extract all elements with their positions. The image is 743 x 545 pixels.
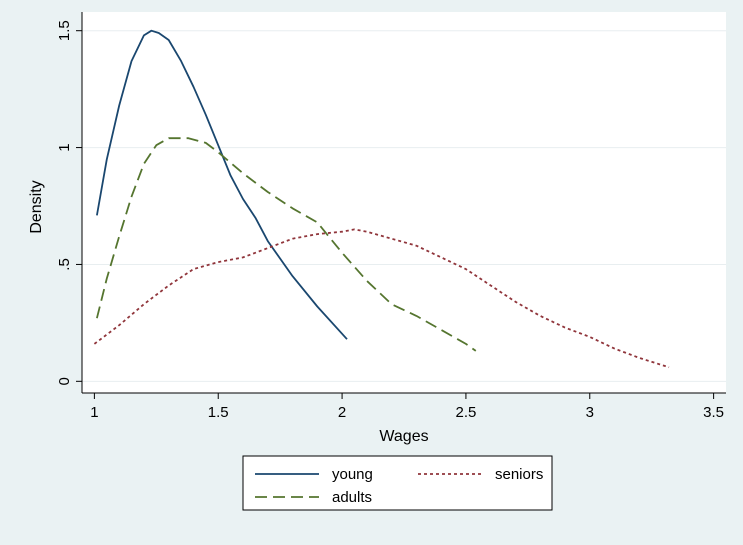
y-tick-label: 0 [56, 377, 73, 385]
legend-box [242, 455, 553, 511]
axes [81, 12, 726, 394]
x-tick-label: 3.5 [703, 404, 724, 421]
x-tick-label: 1 [90, 404, 98, 421]
y-tick-label: 1 [56, 143, 73, 151]
x-tick-label: 3 [586, 404, 594, 421]
plot-region-background [82, 12, 726, 393]
series-line-seniors [93, 228, 670, 369]
y-axis-title: Density [28, 180, 45, 233]
y-axis-ticks: 0 .5 1 1.5 [56, 20, 82, 385]
x-tick-label: 2 [338, 404, 346, 421]
gridlines [82, 30, 726, 382]
x-tick-label: 1.5 [208, 404, 229, 421]
y-tick-label: 1.5 [56, 20, 73, 41]
x-tick-label: 2.5 [455, 404, 476, 421]
series-line-young [96, 29, 348, 340]
y-tick-label: .5 [56, 258, 73, 271]
series-lines [93, 29, 670, 369]
legend-label-young: young [332, 466, 373, 483]
x-axis-ticks: 1 1.5 2 2.5 3 3.5 [90, 393, 724, 421]
legend: young seniors adults [242, 455, 553, 511]
legend-label-seniors: seniors [495, 466, 543, 483]
legend-label-adults: adults [332, 489, 372, 506]
x-axis-title: Wages [379, 428, 428, 445]
